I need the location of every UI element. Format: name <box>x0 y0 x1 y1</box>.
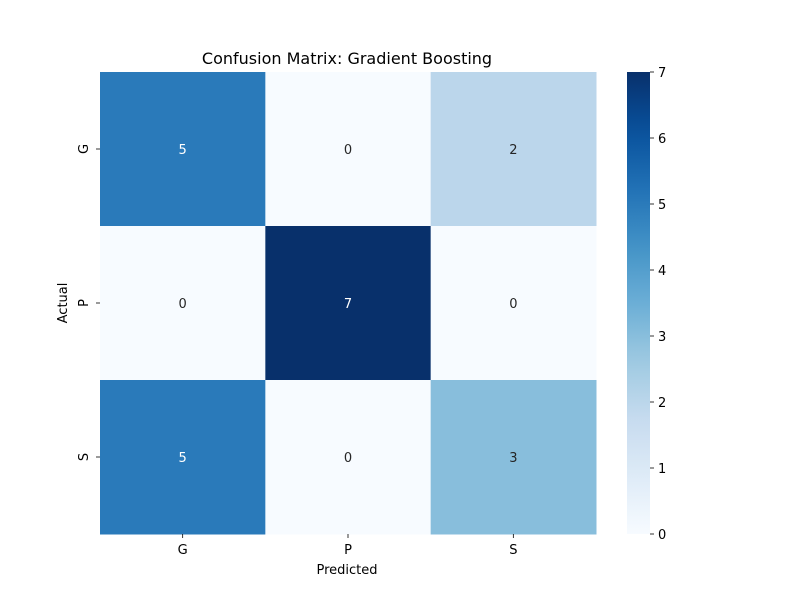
colorbar-tick-label: 5 <box>658 198 666 213</box>
colorbar-tick-label: 6 <box>658 132 666 147</box>
heatmap-cell <box>100 380 266 535</box>
colorbar-tick-label: 2 <box>658 396 666 411</box>
cell-value-label: 5 <box>179 143 187 158</box>
heatmap-cell <box>430 380 597 535</box>
cell-value-label: 0 <box>179 297 187 312</box>
x-tick-label: P <box>344 543 352 558</box>
x-tick-label: S <box>509 543 517 558</box>
chart-title: Confusion Matrix: Gradient Boosting <box>202 49 492 68</box>
x-axis-label: Predicted <box>316 563 377 578</box>
colorbar-ticks: 0 1 2 3 4 5 6 7 <box>650 66 666 543</box>
cell-value-label: 3 <box>509 451 517 466</box>
heatmap-cells: 5 0 2 0 7 0 5 0 3 <box>100 72 597 535</box>
y-tick-label: G <box>77 144 92 154</box>
y-tick-label: S <box>77 453 92 461</box>
cell-value-label: 0 <box>344 143 352 158</box>
heatmap-cell <box>430 72 597 227</box>
heatmap-cell <box>100 72 266 227</box>
heatmap-cell <box>265 72 432 227</box>
heatmap-cell <box>100 226 266 381</box>
colorbar-tick-label: 4 <box>658 264 666 279</box>
colorbar-tick-label: 0 <box>658 528 666 543</box>
cell-value-label: 7 <box>344 297 352 312</box>
cell-value-label: 2 <box>509 143 517 158</box>
heatmap-cell <box>430 226 597 381</box>
cell-value-label: 5 <box>179 451 187 466</box>
colorbar-tick-label: 3 <box>658 330 666 345</box>
heatmap-cell <box>265 226 432 381</box>
colorbar-tick-label: 1 <box>658 462 666 477</box>
x-tick-label: G <box>178 543 188 558</box>
heatmap-cell <box>265 380 432 535</box>
y-axis-ticks: G P S <box>77 144 100 461</box>
y-axis-label: Actual <box>56 283 71 324</box>
cell-value-label: 0 <box>509 297 517 312</box>
y-tick-label: P <box>77 299 92 307</box>
cell-value-label: 0 <box>344 451 352 466</box>
colorbar <box>627 72 650 534</box>
colorbar-tick-label: 7 <box>658 66 666 81</box>
